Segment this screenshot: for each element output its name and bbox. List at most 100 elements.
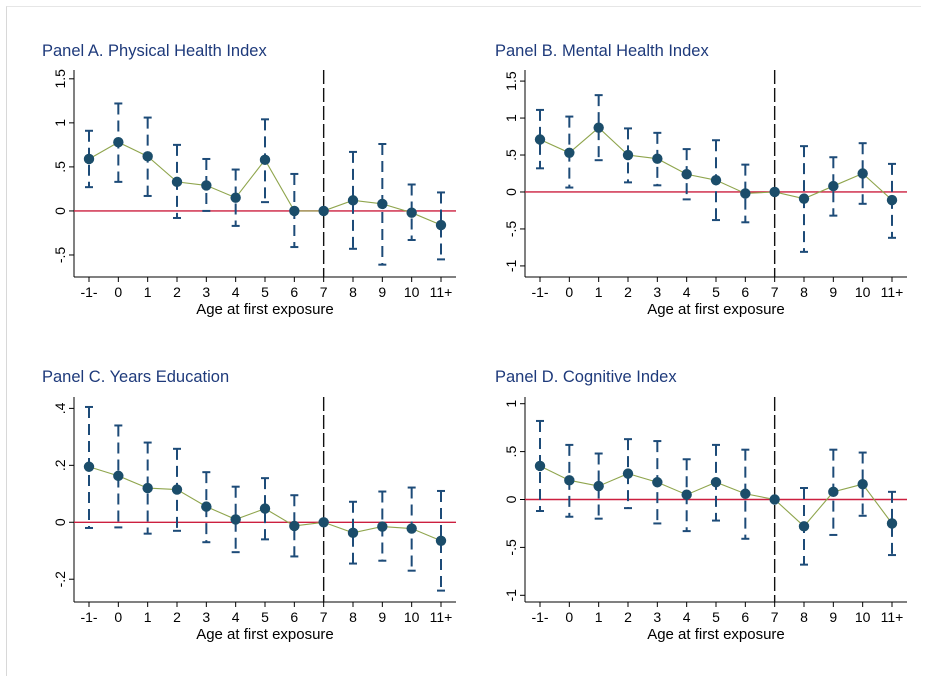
- data-point: [230, 192, 241, 203]
- x-tick-label: 11+: [430, 609, 453, 625]
- y-tick-label: 0: [52, 207, 68, 215]
- x-tick-label: 11+: [881, 609, 904, 625]
- x-tick-label: 10: [404, 284, 420, 300]
- y-tick-label: 0: [503, 188, 519, 196]
- x-tick-label: 9: [829, 609, 837, 625]
- data-point: [857, 168, 868, 179]
- y-tick-label: 1.5: [503, 71, 519, 91]
- y-tick-label: 1: [52, 119, 68, 127]
- data-point: [83, 461, 95, 472]
- data-point: [142, 482, 153, 494]
- data-point: [798, 193, 810, 204]
- x-tick-label: 11+: [430, 284, 453, 300]
- data-point: [710, 477, 722, 488]
- panel-c: Panel C. Years Education -.2 0 .2 .4 -1- 0 1 2 3 4…: [42, 368, 456, 643]
- data-point: [171, 176, 183, 188]
- data-point: [377, 521, 388, 532]
- y-tick-label: -.5: [503, 221, 519, 238]
- data-point: [681, 489, 692, 500]
- x-tick-label: 2: [173, 609, 181, 625]
- data-point: [259, 154, 271, 166]
- x-tick-label: 6: [741, 609, 749, 625]
- data-point: [435, 219, 447, 231]
- data-point: [710, 174, 722, 186]
- data-point: [435, 535, 447, 546]
- data-point: [289, 205, 300, 217]
- y-tick-label: -.2: [52, 571, 68, 588]
- x-tick-label: 8: [800, 609, 808, 625]
- panel-title: Panel D. Cognitive Index: [495, 368, 677, 386]
- y-tick-label: 0: [52, 518, 68, 526]
- x-axis-title: Age at first exposure: [647, 301, 785, 318]
- x-tick-label: 10: [404, 609, 420, 625]
- data-point: [318, 517, 329, 528]
- x-tick-label: 1: [144, 284, 152, 300]
- data-point: [886, 194, 898, 206]
- x-tick-label: 3: [202, 284, 210, 300]
- panel-title: Panel B. Mental Health Index: [495, 42, 709, 60]
- data-point: [406, 523, 417, 534]
- x-tick-label: 0: [114, 609, 122, 625]
- x-tick-label: 0: [565, 284, 573, 300]
- data-point: [534, 460, 546, 472]
- data-point: [201, 501, 212, 512]
- x-tick-label: 2: [173, 284, 181, 300]
- x-tick-label: 7: [320, 609, 328, 625]
- data-point: [347, 527, 359, 539]
- x-tick-label: 3: [202, 609, 210, 625]
- data-point: [886, 518, 898, 529]
- data-point: [564, 147, 575, 158]
- panel-d: Panel D. Cognitive Index -1 -.5 0 .5 1 -1- 0 1 2 3…: [495, 368, 907, 643]
- data-point: [593, 122, 604, 133]
- x-tick-label: 6: [741, 284, 749, 300]
- data-point: [142, 151, 153, 162]
- x-tick-label: 7: [771, 609, 779, 625]
- y-tick-label: -1: [503, 589, 519, 602]
- x-tick-label: 9: [378, 609, 386, 625]
- x-tick-label: 10: [855, 284, 871, 300]
- x-tick-label: 11+: [881, 284, 904, 300]
- x-tick-label: 7: [771, 284, 779, 300]
- data-point: [593, 480, 604, 492]
- panel-a: Panel A. Physical Health Index -.5 0 .5 1 1.5…: [42, 42, 456, 318]
- y-tick-label: -.5: [52, 247, 68, 264]
- x-tick-label: 5: [261, 609, 269, 625]
- x-tick-label: 7: [320, 284, 328, 300]
- data-point: [406, 207, 417, 218]
- y-tick-label: .4: [52, 402, 68, 414]
- panel-title: Panel C. Years Education: [42, 368, 229, 386]
- y-tick-label: 1: [503, 400, 519, 408]
- panel-title: Panel A. Physical Health Index: [42, 42, 267, 60]
- data-point: [377, 198, 388, 210]
- data-point: [740, 488, 751, 499]
- x-tick-label: 5: [712, 609, 720, 625]
- data-point: [83, 153, 95, 165]
- x-tick-label: 9: [829, 284, 837, 300]
- x-axis-title: Age at first exposure: [196, 626, 334, 643]
- data-point: [828, 180, 839, 192]
- x-tick-label: 8: [349, 609, 357, 625]
- x-tick-label: 5: [261, 284, 269, 300]
- x-tick-label: 4: [683, 609, 691, 625]
- data-point: [857, 478, 868, 490]
- y-tick-label: .5: [52, 161, 68, 173]
- x-tick-label: 10: [855, 609, 871, 625]
- data-point: [534, 134, 546, 145]
- x-tick-label: 0: [565, 609, 573, 625]
- x-axis-title: Age at first exposure: [196, 301, 334, 318]
- x-tick-label: 2: [624, 284, 632, 300]
- y-tick-label: .5: [503, 446, 519, 458]
- data-point: [347, 195, 359, 206]
- x-tick-label: 9: [378, 284, 386, 300]
- x-tick-label: 3: [653, 284, 661, 300]
- x-tick-label: -1-: [531, 284, 548, 300]
- x-tick-label: -1-: [531, 609, 548, 625]
- x-tick-label: 8: [800, 284, 808, 300]
- y-tick-label: .5: [503, 149, 519, 161]
- data-point: [769, 494, 780, 505]
- x-tick-label: 4: [232, 609, 240, 625]
- y-tick-label: 1.5: [52, 69, 68, 89]
- x-tick-label: 3: [653, 609, 661, 625]
- data-point: [171, 484, 183, 495]
